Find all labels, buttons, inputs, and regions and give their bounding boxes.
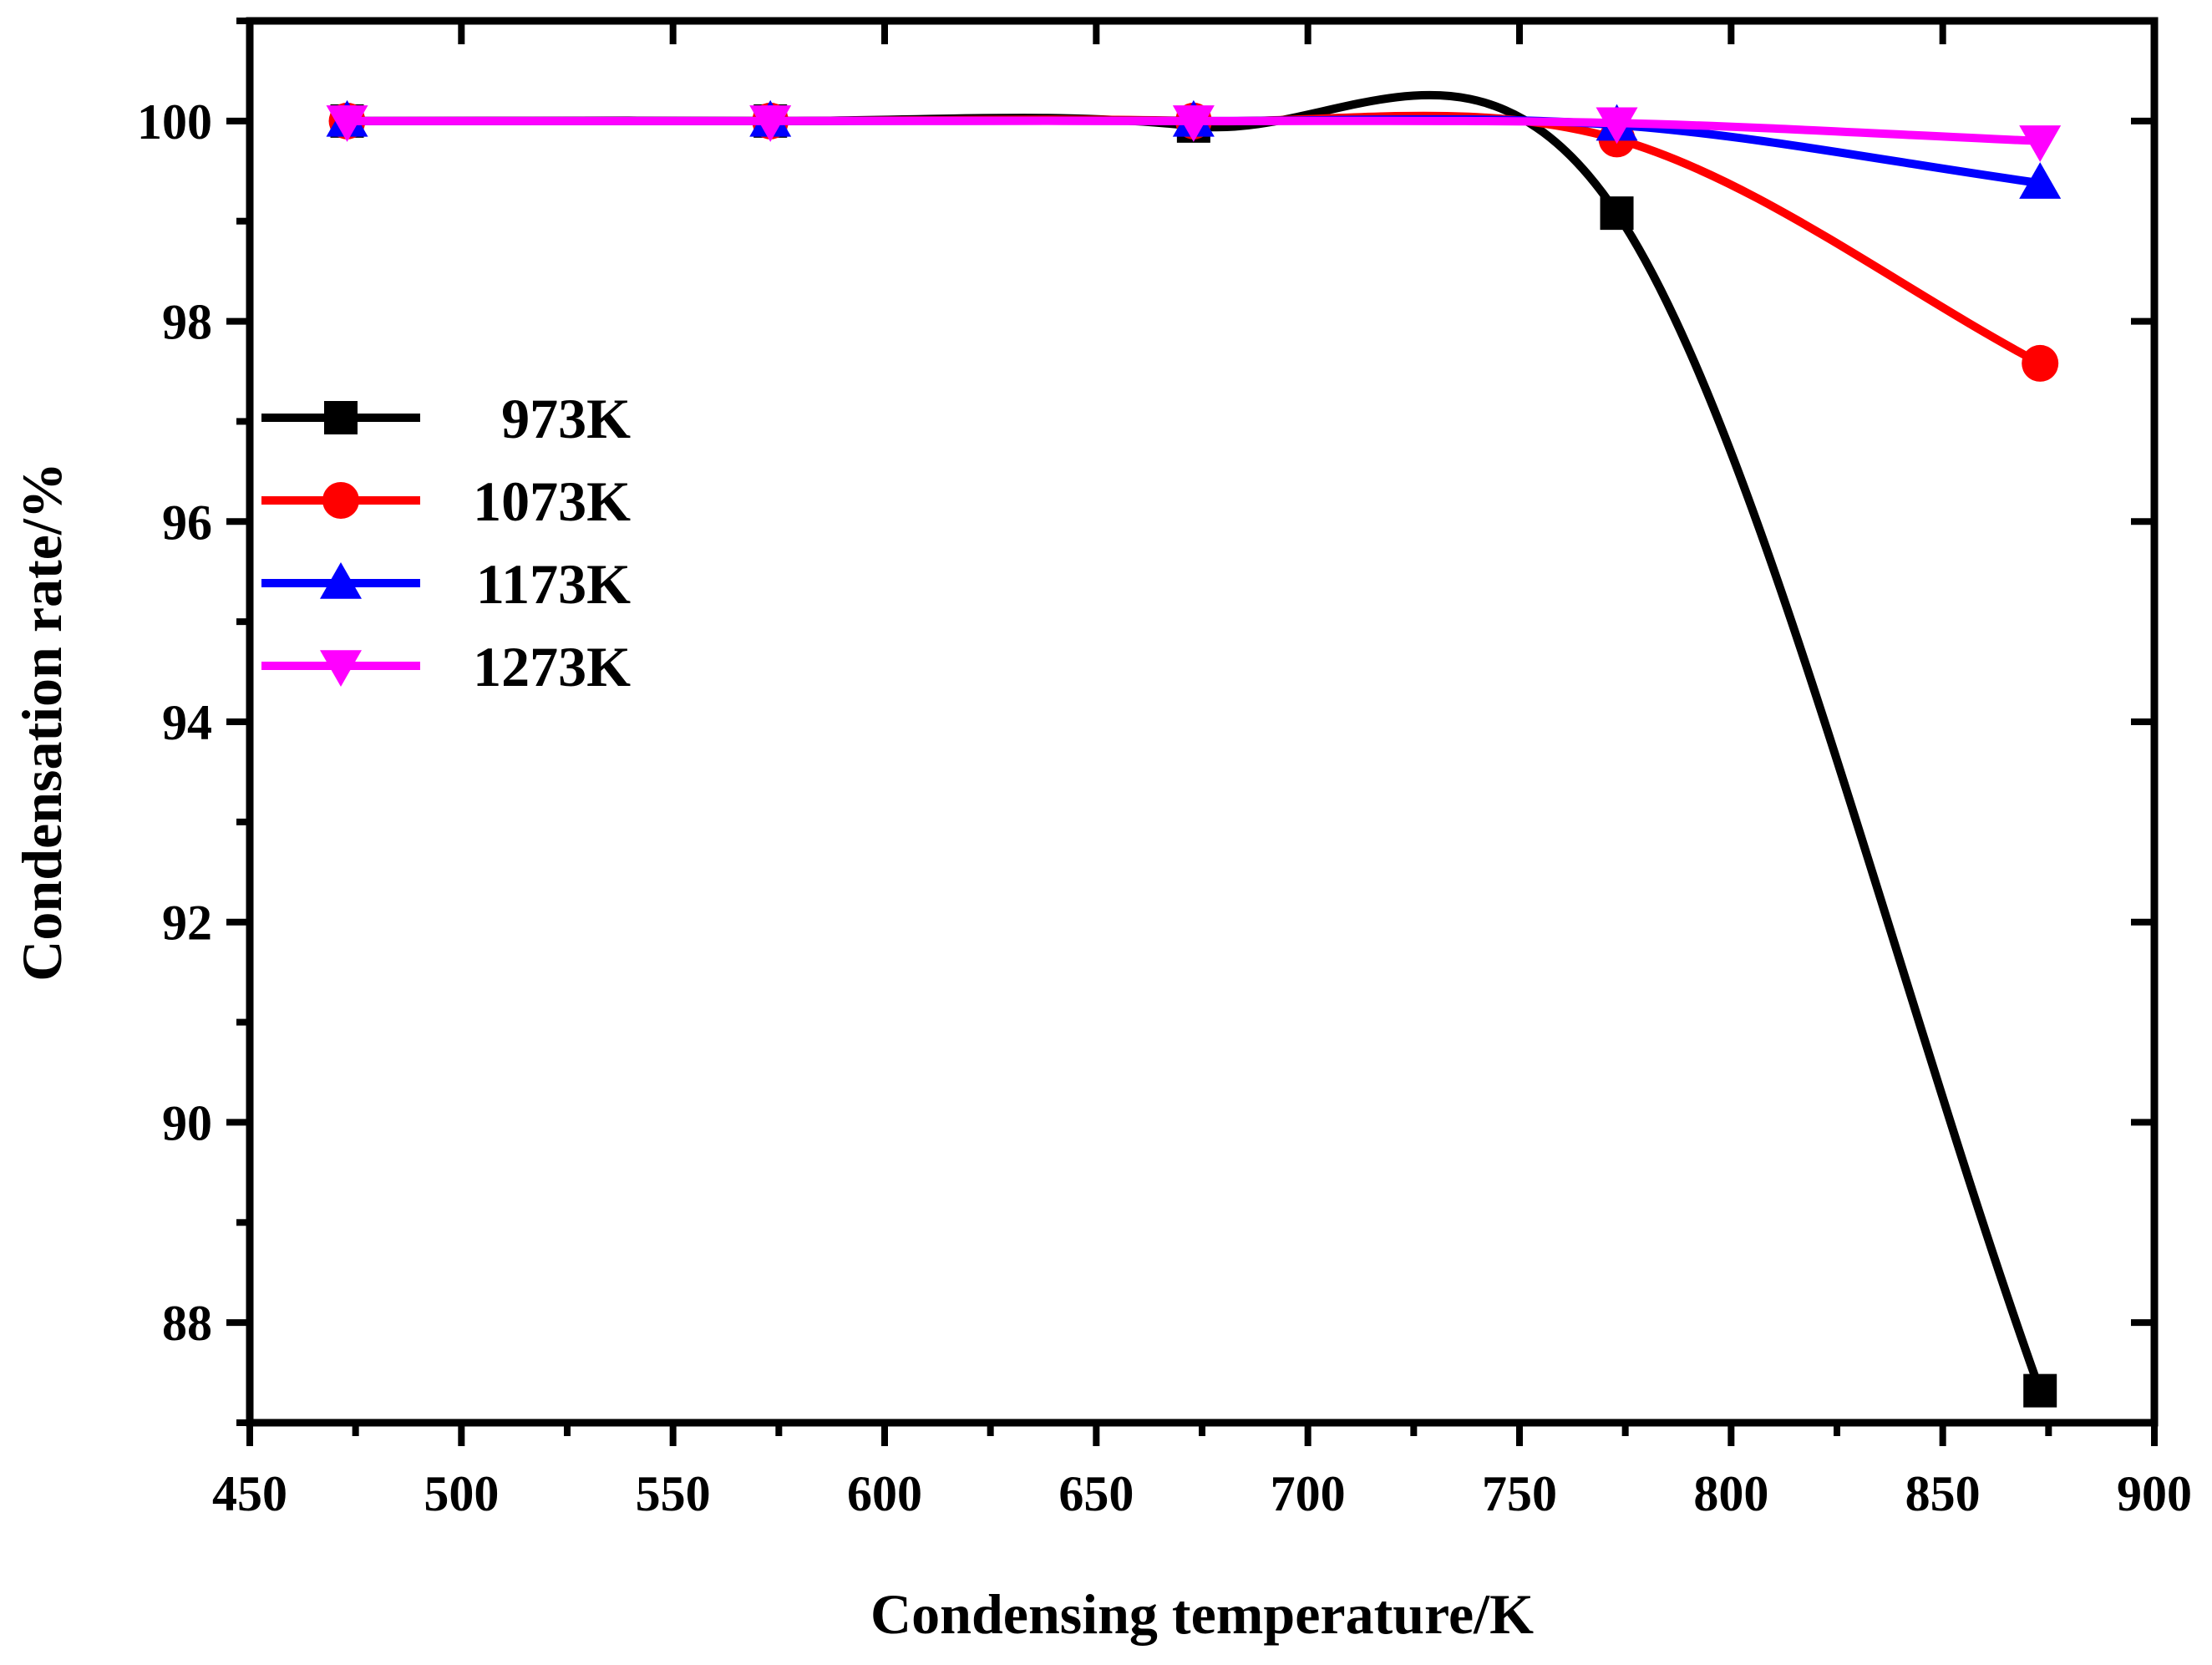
legend: 973K 1073K 1173K 1273K xyxy=(261,387,631,698)
x-tick-label: 800 xyxy=(1693,1466,1768,1521)
y-tick-label: 94 xyxy=(162,695,212,750)
x-tick-label: 550 xyxy=(636,1466,711,1521)
data-point xyxy=(749,105,792,142)
legend-item: 973K xyxy=(261,387,631,450)
x-tick-label: 500 xyxy=(424,1466,499,1521)
y-tick-label: 96 xyxy=(162,495,212,550)
legend-label: 1273K xyxy=(473,635,631,698)
data-point xyxy=(2023,1373,2057,1408)
x-tick-label: 900 xyxy=(2117,1466,2192,1521)
x-tick-label: 650 xyxy=(1058,1466,1134,1521)
y-tick-label: 88 xyxy=(162,1296,212,1351)
y-axis-title: Condensation rate/% xyxy=(10,462,74,981)
x-tick-label: 750 xyxy=(1482,1466,1557,1521)
legend-marker xyxy=(322,482,359,519)
legend-marker xyxy=(324,401,358,434)
legend-item: 1173K xyxy=(261,552,631,616)
series-layer xyxy=(326,90,2062,1408)
y-tick-label: 92 xyxy=(162,896,212,951)
data-point xyxy=(326,105,368,142)
y-tick-label: 90 xyxy=(162,1095,212,1150)
data-point xyxy=(1596,107,1638,145)
legend-item: 1273K xyxy=(261,635,631,698)
x-tick-label: 600 xyxy=(847,1466,922,1521)
x-tick-label: 700 xyxy=(1271,1466,1346,1521)
data-point xyxy=(1172,105,1215,142)
y-tick-label: 98 xyxy=(162,295,212,350)
x-tick-label: 850 xyxy=(1905,1466,1981,1521)
legend-marker xyxy=(320,562,362,599)
legend-label: 1173K xyxy=(476,552,631,616)
data-point xyxy=(2022,344,2059,382)
legend-label: 973K xyxy=(501,387,631,450)
data-point xyxy=(1600,196,1634,231)
legend-label: 1073K xyxy=(473,470,631,533)
y-tick-label: 100 xyxy=(137,94,212,150)
data-point xyxy=(2019,162,2062,199)
data-point xyxy=(2019,125,2062,162)
series-1273K xyxy=(326,105,2062,162)
x-axis-title: Condensing temperature/K xyxy=(870,1582,1534,1646)
legend-item: 1073K xyxy=(261,470,631,533)
ticks-layer: 450 500 550 600 650 700 750 800 850 900 88 90 92 94 96… xyxy=(137,18,2192,1521)
legend-marker xyxy=(320,650,362,687)
x-tick-label: 450 xyxy=(212,1466,287,1521)
